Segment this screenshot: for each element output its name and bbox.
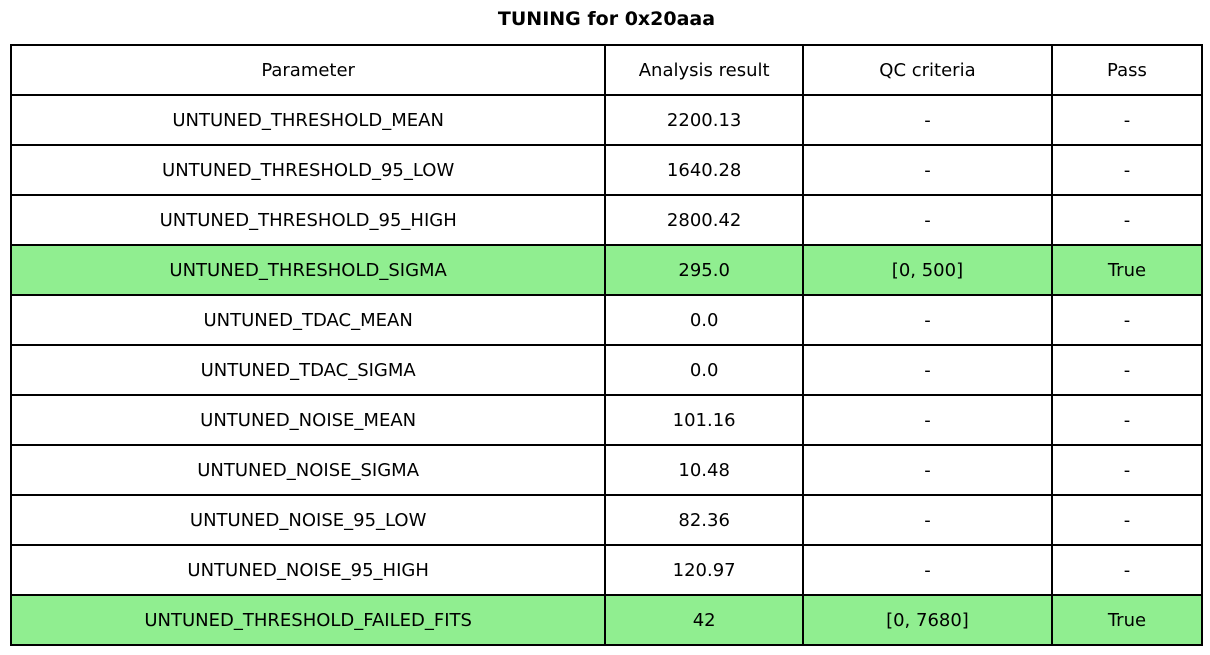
cell-qc-criteria: [0, 500] xyxy=(802,244,1053,296)
cell-analysis-result: 10.48 xyxy=(604,444,804,496)
cell-parameter: UNTUNED_THRESHOLD_MEAN xyxy=(9,94,607,146)
cell-qc-criteria: - xyxy=(802,444,1053,496)
cell-analysis-result: 2800.42 xyxy=(604,194,804,246)
cell-pass: - xyxy=(1050,194,1204,246)
cell-parameter: UNTUNED_TDAC_SIGMA xyxy=(9,344,607,396)
column-header-analysis-result: Analysis result xyxy=(604,44,804,96)
page-title: TUNING for 0x20aaa xyxy=(497,8,716,30)
cell-pass: True xyxy=(1050,594,1204,646)
table-row: UNTUNED_THRESHOLD_MEAN 2200.13- - xyxy=(9,94,1204,146)
table-row: UNTUNED_TDAC_SIGMA 0.0- - xyxy=(9,344,1204,396)
cell-parameter: UNTUNED_NOISE_95_LOW xyxy=(9,494,607,546)
cell-qc-criteria: - xyxy=(802,544,1053,596)
table-header-row: Parameter Analysis result QC criteria Pa… xyxy=(9,44,1204,96)
table-row: UNTUNED_THRESHOLD_95_HIGH 2800.42- - xyxy=(9,194,1204,246)
cell-parameter: UNTUNED_THRESHOLD_SIGMA xyxy=(9,244,607,296)
table-row: UNTUNED_NOISE_95_LOW 82.36- - xyxy=(9,494,1204,546)
cell-pass: True xyxy=(1050,244,1204,296)
cell-pass: - xyxy=(1050,94,1204,146)
cell-qc-criteria: - xyxy=(802,344,1053,396)
cell-pass: - xyxy=(1050,344,1204,396)
table-row: UNTUNED_THRESHOLD_SIGMA 295.0 [0, 500] True xyxy=(9,244,1204,296)
cell-parameter: UNTUNED_NOISE_SIGMA xyxy=(9,444,607,496)
cell-qc-criteria: - xyxy=(802,194,1053,246)
cell-analysis-result: 0.0 xyxy=(604,294,804,346)
table-row: UNTUNED_THRESHOLD_95_LOW 1640.28- - xyxy=(9,144,1204,196)
cell-pass: - xyxy=(1050,394,1204,446)
table-row: UNTUNED_THRESHOLD_FAILED_FITS 42 [0, 7680]… xyxy=(9,594,1204,646)
column-header-parameter: Parameter xyxy=(9,44,607,96)
cell-analysis-result: 295.0 xyxy=(604,244,804,296)
cell-parameter: UNTUNED_THRESHOLD_FAILED_FITS xyxy=(9,594,607,646)
table-row: UNTUNED_NOISE_SIGMA 10.48- - xyxy=(9,444,1204,496)
cell-qc-criteria: - xyxy=(802,394,1053,446)
table-row: UNTUNED_NOISE_95_HIGH 120.97- - xyxy=(9,544,1204,596)
cell-qc-criteria: - xyxy=(802,144,1053,196)
cell-analysis-result: 101.16 xyxy=(604,394,804,446)
cell-analysis-result: 42 xyxy=(604,594,804,646)
cell-parameter: UNTUNED_THRESHOLD_95_HIGH xyxy=(9,194,607,246)
cell-qc-criteria: [0, 7680] xyxy=(802,594,1053,646)
cell-qc-criteria: - xyxy=(802,94,1053,146)
table-row: UNTUNED_TDAC_MEAN 0.0- - xyxy=(9,294,1204,346)
table-body: UNTUNED_THRESHOLD_MEAN 2200.13- - UNTUNED_T… xyxy=(9,94,1204,646)
cell-pass: - xyxy=(1050,294,1204,346)
cell-qc-criteria: - xyxy=(802,294,1053,346)
table-row: UNTUNED_NOISE_MEAN 101.16- - xyxy=(9,394,1204,446)
cell-parameter: UNTUNED_NOISE_MEAN xyxy=(9,394,607,446)
column-header-pass: Pass xyxy=(1050,44,1204,96)
cell-parameter: UNTUNED_TDAC_MEAN xyxy=(9,294,607,346)
cell-pass: - xyxy=(1050,544,1204,596)
cell-qc-criteria: - xyxy=(802,494,1053,546)
cell-pass: - xyxy=(1050,444,1204,496)
cell-analysis-result: 1640.28 xyxy=(604,144,804,196)
cell-parameter: UNTUNED_NOISE_95_HIGH xyxy=(9,544,607,596)
column-header-qc-criteria: QC criteria xyxy=(802,44,1053,96)
cell-analysis-result: 120.97 xyxy=(604,544,804,596)
cell-pass: - xyxy=(1050,494,1204,546)
cell-analysis-result: 0.0 xyxy=(604,344,804,396)
cell-pass: - xyxy=(1050,144,1204,196)
cell-analysis-result: 82.36 xyxy=(604,494,804,546)
cell-analysis-result: 2200.13 xyxy=(604,94,804,146)
qc-results-table: Parameter Analysis result QC criteria Pa… xyxy=(9,44,1204,646)
cell-parameter: UNTUNED_THRESHOLD_95_LOW xyxy=(9,144,607,196)
